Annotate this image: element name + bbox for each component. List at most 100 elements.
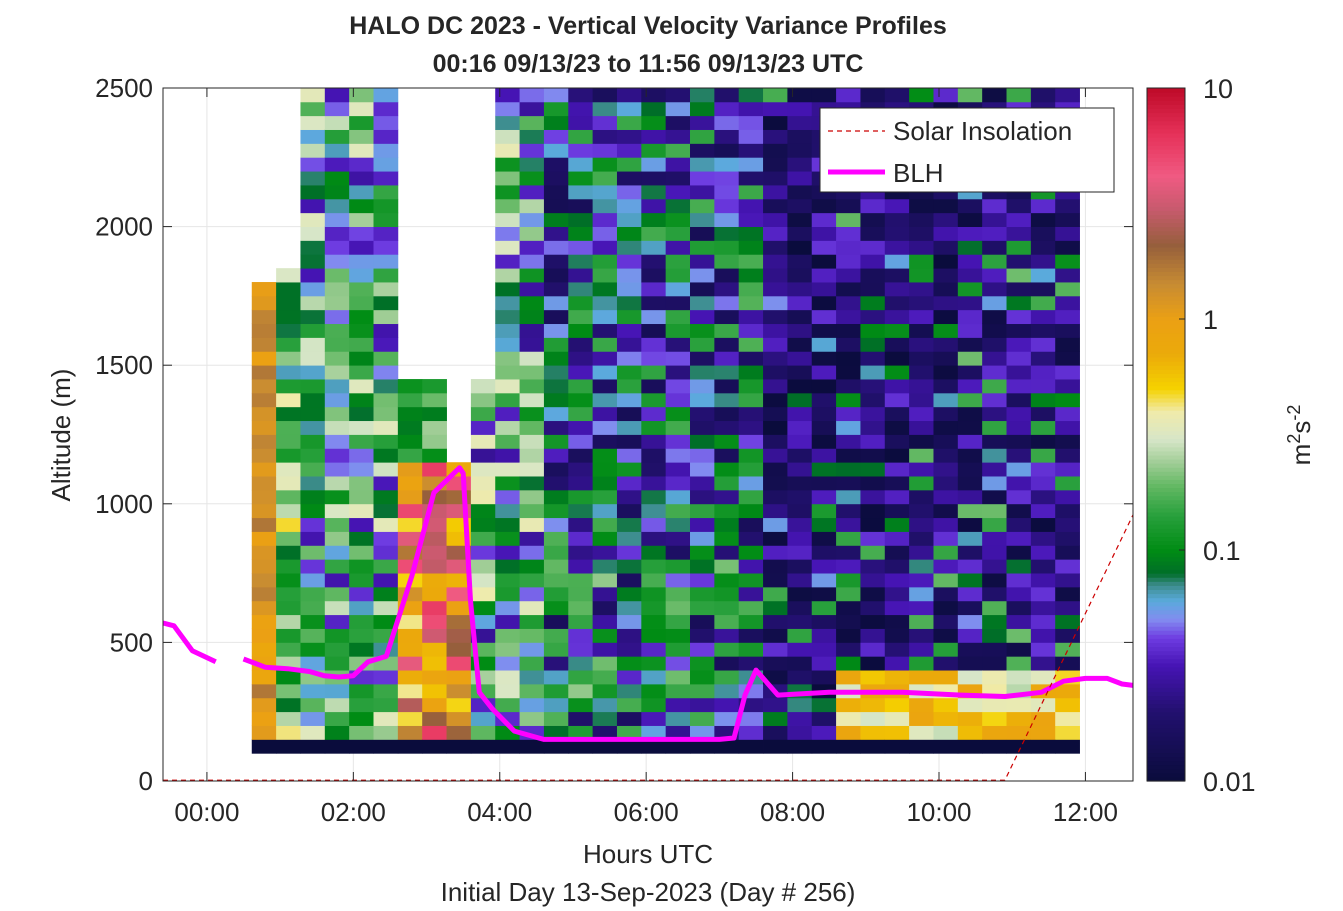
heatmap-cell: [811, 628, 837, 643]
heatmap-cell: [982, 323, 1007, 338]
colorbar-segment: [1147, 507, 1185, 513]
heatmap-cell: [714, 600, 740, 616]
heatmap-cell: [1030, 309, 1056, 325]
heatmap-cell: [568, 282, 594, 297]
heatmap-cell: [909, 670, 934, 685]
colorbar-segment: [1147, 499, 1185, 505]
heatmap-cell: [811, 420, 837, 435]
heatmap-cell: [738, 157, 764, 172]
heatmap-cell: [373, 489, 399, 505]
heatmap-cell: [665, 254, 691, 269]
heatmap-cell: [690, 711, 715, 726]
heatmap-cell: [422, 628, 447, 643]
legend: Solar Insolation BLH: [819, 107, 1115, 193]
colorbar-segment: [1147, 263, 1185, 268]
heatmap-cell: [665, 157, 691, 172]
heatmap-cell: [446, 628, 472, 643]
colorbar-segment: [1147, 732, 1185, 737]
heatmap-cell: [276, 503, 301, 519]
heatmap-cell: [933, 476, 959, 491]
heatmap-cell: [909, 503, 934, 519]
heatmap-cell: [349, 586, 374, 602]
colorbar-segment: [1147, 597, 1185, 603]
heatmap-cell: [568, 240, 594, 255]
heatmap-cell: [373, 614, 399, 629]
heatmap-cell: [641, 683, 667, 699]
colorbar-segment: [1147, 291, 1185, 297]
heatmap-cell: [1030, 503, 1056, 519]
colorbar-segment: [1147, 756, 1185, 762]
heatmap-cell: [592, 642, 618, 657]
heatmap-cell: [641, 379, 667, 394]
heatmap-cell: [543, 365, 569, 380]
heatmap-cell: [884, 489, 910, 505]
heatmap-cell: [933, 711, 959, 726]
heatmap-cell: [616, 462, 642, 477]
heatmap-cell: [690, 365, 715, 380]
heatmap-cell: [251, 420, 277, 435]
heatmap-cell: [1006, 489, 1032, 505]
heatmap-cell: [811, 379, 837, 394]
colorbar-segment: [1147, 475, 1185, 480]
heatmap-cell: [982, 642, 1007, 657]
heatmap-cell: [519, 171, 545, 186]
heatmap-cell: [909, 586, 934, 602]
heatmap-cell: [373, 101, 399, 117]
colorbar-segment: [1147, 426, 1185, 432]
heatmap-cell: [665, 683, 691, 699]
heatmap-cell: [324, 392, 350, 408]
heatmap-cell: [665, 545, 691, 560]
colorbar-segment: [1147, 410, 1185, 415]
heatmap-cell: [690, 171, 715, 186]
heatmap-cell: [836, 434, 861, 449]
heatmap-cell: [641, 420, 667, 435]
heatmap-cell: [933, 392, 959, 408]
heatmap-cell: [324, 517, 350, 532]
heatmap-cell: [373, 517, 399, 532]
heatmap-cell: [397, 614, 423, 629]
heatmap-cell: [446, 711, 472, 726]
heatmap-cell: [1055, 600, 1080, 616]
heatmap-cell: [592, 337, 618, 352]
heatmap-cell: [738, 489, 764, 505]
heatmap-cell: [763, 406, 788, 422]
heatmap-cell: [349, 697, 374, 713]
heatmap-cell: [787, 337, 813, 352]
heatmap-cell: [787, 143, 813, 158]
heatmap-cell: [592, 559, 618, 574]
heatmap-cell: [1030, 434, 1056, 449]
heatmap-cell: [470, 573, 496, 588]
heatmap-cell: [787, 240, 813, 255]
heatmap-cell: [568, 489, 594, 505]
heatmap-cell: [568, 365, 594, 380]
heatmap-cell: [933, 212, 959, 227]
colorbar-segment: [1147, 650, 1185, 656]
heatmap-cell: [714, 129, 740, 144]
heatmap-cell: [300, 434, 326, 449]
heatmap-cell: [1030, 406, 1056, 422]
heatmap-cell: [836, 351, 861, 366]
colorbar-segment: [1147, 446, 1185, 452]
heatmap-cell: [568, 642, 594, 657]
heatmap-cell: [665, 503, 691, 519]
heatmap-cell: [1030, 351, 1056, 366]
heatmap-cell: [933, 656, 959, 671]
heatmap-cell: [982, 462, 1007, 477]
heatmap-cell: [909, 656, 934, 671]
heatmap-cell: [519, 406, 545, 422]
heatmap-cell: [616, 628, 642, 643]
heatmap-cell: [616, 323, 642, 338]
colorbar-segment: [1147, 92, 1185, 97]
heatmap-cell: [324, 171, 350, 186]
heatmap-cell: [957, 226, 983, 241]
chart-subtitle: 00:16 09/13/23 to 11:56 09/13/23 UTC: [433, 50, 864, 78]
heatmap-cell: [714, 434, 740, 449]
heatmap-cell: [446, 725, 472, 740]
heatmap-cell: [836, 697, 861, 713]
heatmap-cell: [422, 406, 447, 422]
colorbar-segment: [1147, 255, 1185, 260]
heatmap-cell: [811, 573, 837, 588]
heatmap-cell: [738, 365, 764, 380]
heatmap-cell: [519, 379, 545, 394]
heatmap-cell: [495, 406, 520, 422]
